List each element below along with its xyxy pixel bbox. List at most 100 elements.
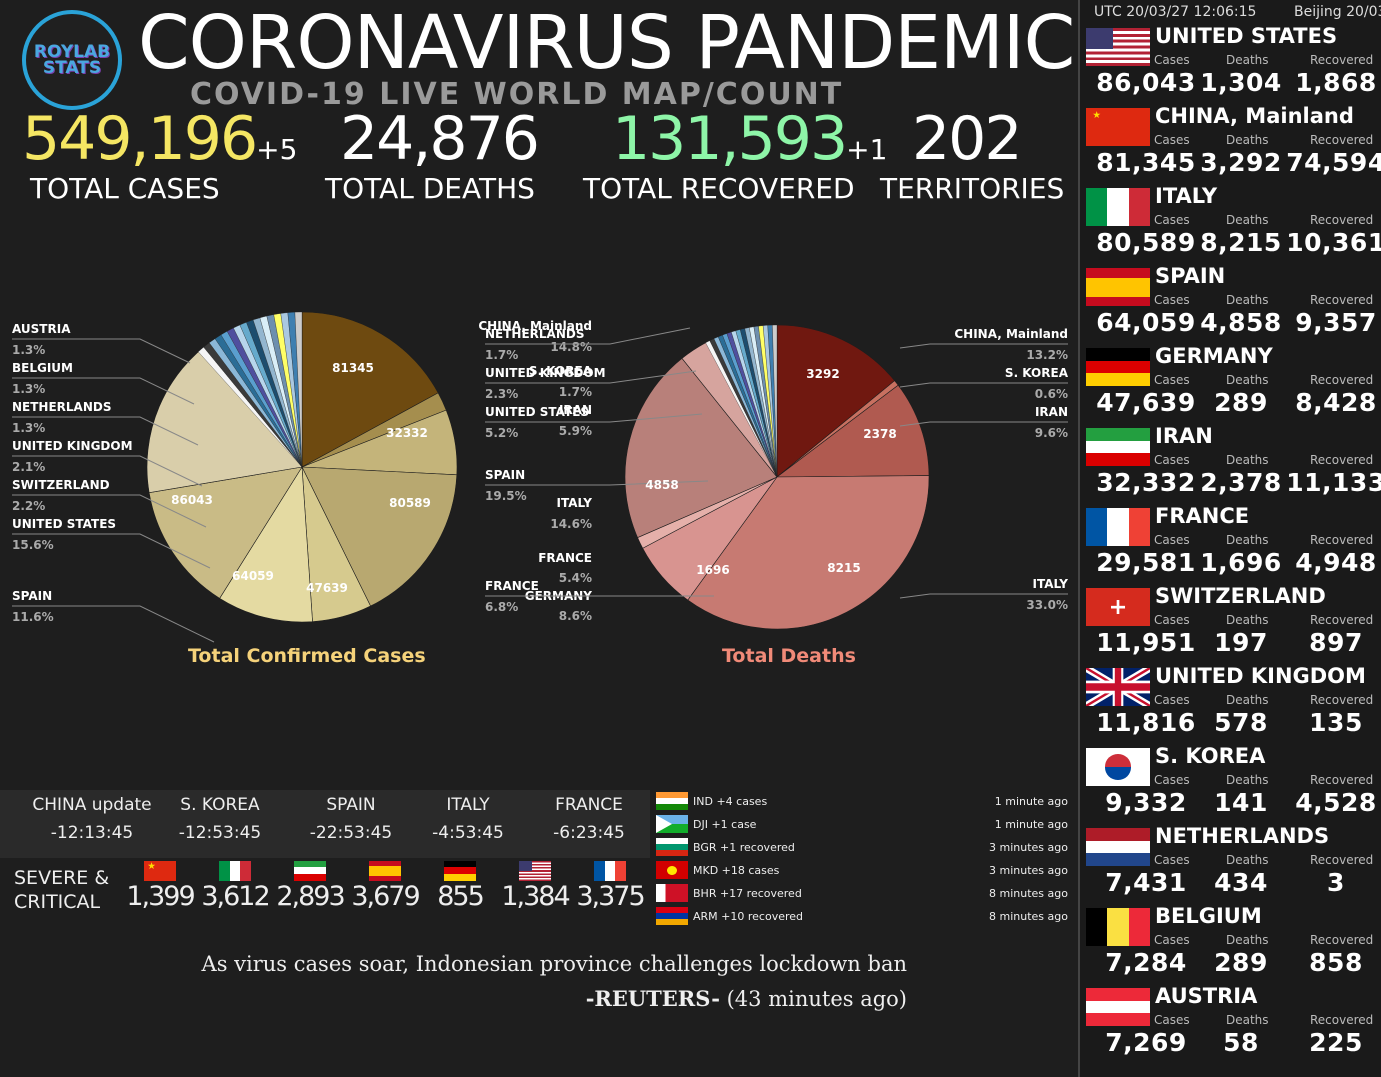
country-recovered: 135 [1309,708,1363,737]
confirmed-cases-pie [146,311,458,623]
cases-label: Cases [1154,293,1190,307]
country-card[interactable]: BELGIUM Cases Deaths Recovered 7,284 289… [1080,902,1381,982]
iran-flag-icon [294,860,326,881]
update-4: FRANCE -6:23:45 [519,795,659,843]
france-flag-icon [1086,508,1150,546]
deaths-slice-spain [624,357,778,538]
country-cases: 81,345 [1096,148,1196,177]
deaths-inner-3: 8215 [827,561,860,575]
country-card[interactable]: FRANCE Cases Deaths Recovered 29,581 1,6… [1080,502,1381,582]
feed-item[interactable]: DJI +1 case 1 minute ago [656,815,1070,835]
deaths-label: Deaths [1226,453,1269,467]
country-card[interactable]: + SWITZERLAND Cases Deaths Recovered 11,… [1080,582,1381,662]
china-flag-icon: ★ [1086,108,1150,146]
cases-slice-germany [219,466,313,623]
country-card[interactable]: AUSTRIA Cases Deaths Recovered 7,269 58 … [1080,982,1381,1062]
iran-flag-icon [1086,428,1150,466]
deaths-label: Deaths [1226,293,1269,307]
cases-rpct-3: 14.6% [550,517,592,531]
severe-item: 3,612 [195,860,275,912]
country-name: SPAIN [1155,264,1226,288]
deaths-rpct-1: 0.6% [1035,387,1068,401]
deaths-rlabel-2: IRAN [1035,405,1068,419]
country-card[interactable]: GERMANY Cases Deaths Recovered 47,639 28… [1080,342,1381,422]
country-cases: 9,332 [1105,788,1187,817]
news-source-line: -REUTERS- (43 minutes ago) [0,986,907,1011]
india-flag-icon [656,792,688,810]
country-deaths: 3,292 [1200,148,1282,177]
country-cases: 47,639 [1096,388,1196,417]
news-headline[interactable]: As virus cases soar, Indonesian province… [201,952,907,976]
total-recovered-stat: 131,593+1 [612,108,887,181]
feed-item[interactable]: BGR +1 recovered 3 minutes ago [656,838,1070,858]
country-deaths: 434 [1214,868,1268,897]
deaths-rlabel-1: S. KOREA [1005,366,1069,380]
country-card[interactable]: UNITED STATES Cases Deaths Recovered 86,… [1080,22,1381,102]
recovered-label: Recovered [1310,293,1374,307]
total-deaths-stat: 24,876 [340,104,540,174]
cases-inner-0: 81345 [332,361,374,375]
feed-item[interactable]: BHR +17 recovered 8 minutes ago [656,884,1070,904]
update-name: CHINA update [32,795,152,815]
total-recovered-value: 131,593 [612,104,848,174]
deaths-rlabel-0: CHINA, Mainland [954,327,1068,341]
severe-label-line1: SEVERE & [14,867,110,889]
country-card[interactable]: NETHERLANDS Cases Deaths Recovered 7,431… [1080,822,1381,902]
feed-item[interactable]: IND +4 cases 1 minute ago [656,792,1070,812]
feed-text: IND +4 cases [693,795,768,808]
cases-rlabel-2: IRAN [559,403,592,417]
cases-label-0: AUSTRIA [12,322,71,336]
country-card[interactable]: S. KOREA Cases Deaths Recovered 9,332 14… [1080,742,1381,822]
cases-pct-0: 1.3% [12,343,45,357]
country-name: GERMANY [1155,344,1273,368]
roylab-stats-logo: ROYLAB STATS [22,10,122,110]
country-card[interactable]: ITALY Cases Deaths Recovered 80,589 8,21… [1080,182,1381,262]
cases-label: Cases [1154,933,1190,947]
deaths-label: Deaths [1226,693,1269,707]
country-cases: 11,816 [1096,708,1196,737]
severe-value: 855 [437,880,485,912]
cases-leader-1 [12,377,195,405]
total-cases-delta: +5 [256,133,298,166]
pie-labels: AUSTRIA 1.3% BELGIUM 1.3% NETHERLANDS 1.3% UNI… [12,319,1069,643]
country-cases: 86,043 [1096,68,1196,97]
cases-leader-5 [12,533,211,569]
country-card[interactable]: UNITED KINGDOM Cases Deaths Recovered 11… [1080,662,1381,742]
total-deaths-value: 24,876 [340,104,540,174]
cases-rlabel-3: ITALY [557,496,593,510]
cases-label: Cases [1154,453,1190,467]
country-cases: 80,589 [1096,228,1196,257]
cases-label-6: SPAIN [12,589,52,603]
country-recovered: 225 [1309,1028,1363,1057]
deaths-rleader-1 [899,382,1068,388]
feed-item[interactable]: MKD +18 cases 3 minutes ago [656,861,1070,881]
austria-flag-icon [1086,988,1150,1026]
cases-rpct-2: 5.9% [559,424,592,438]
country-deaths: 197 [1214,628,1268,657]
recovered-label: Recovered [1310,933,1374,947]
cases-label-4: SWITZERLAND [12,478,110,492]
feed-time: 1 minute ago [994,818,1068,831]
deaths-label: Deaths [1226,133,1269,147]
country-card[interactable]: SPAIN Cases Deaths Recovered 64,059 4,85… [1080,262,1381,342]
usa-flag-icon [1086,28,1150,66]
country-card[interactable]: IRAN Cases Deaths Recovered 32,332 2,378… [1080,422,1381,502]
deaths-pct-3: 19.5% [485,489,527,503]
deaths-pct-0: 1.7% [485,348,518,362]
belgium-flag-icon [1086,908,1150,946]
feed-item[interactable]: ARM +10 recovered 8 minutes ago [656,907,1070,927]
severe-value: 3,375 [576,880,645,912]
update-time: -6:23:45 [553,823,625,843]
news-source: -REUTERS- [585,986,720,1011]
severe-item: ★ 1,399 [120,860,200,912]
cases-label: Cases [1154,613,1190,627]
country-deaths: 1,696 [1200,548,1282,577]
update-1: S. KOREA -12:53:45 [150,795,290,843]
country-deaths: 141 [1214,788,1268,817]
cases-rpct-5: 8.6% [559,609,592,623]
deaths-label: Deaths [1226,773,1269,787]
severe-item: 1,384 [495,860,575,912]
country-recovered: 1,868 [1295,68,1377,97]
country-card[interactable]: ★ CHINA, Mainland Cases Deaths Recovered… [1080,102,1381,182]
total-cases-label: TOTAL CASES [30,172,220,205]
